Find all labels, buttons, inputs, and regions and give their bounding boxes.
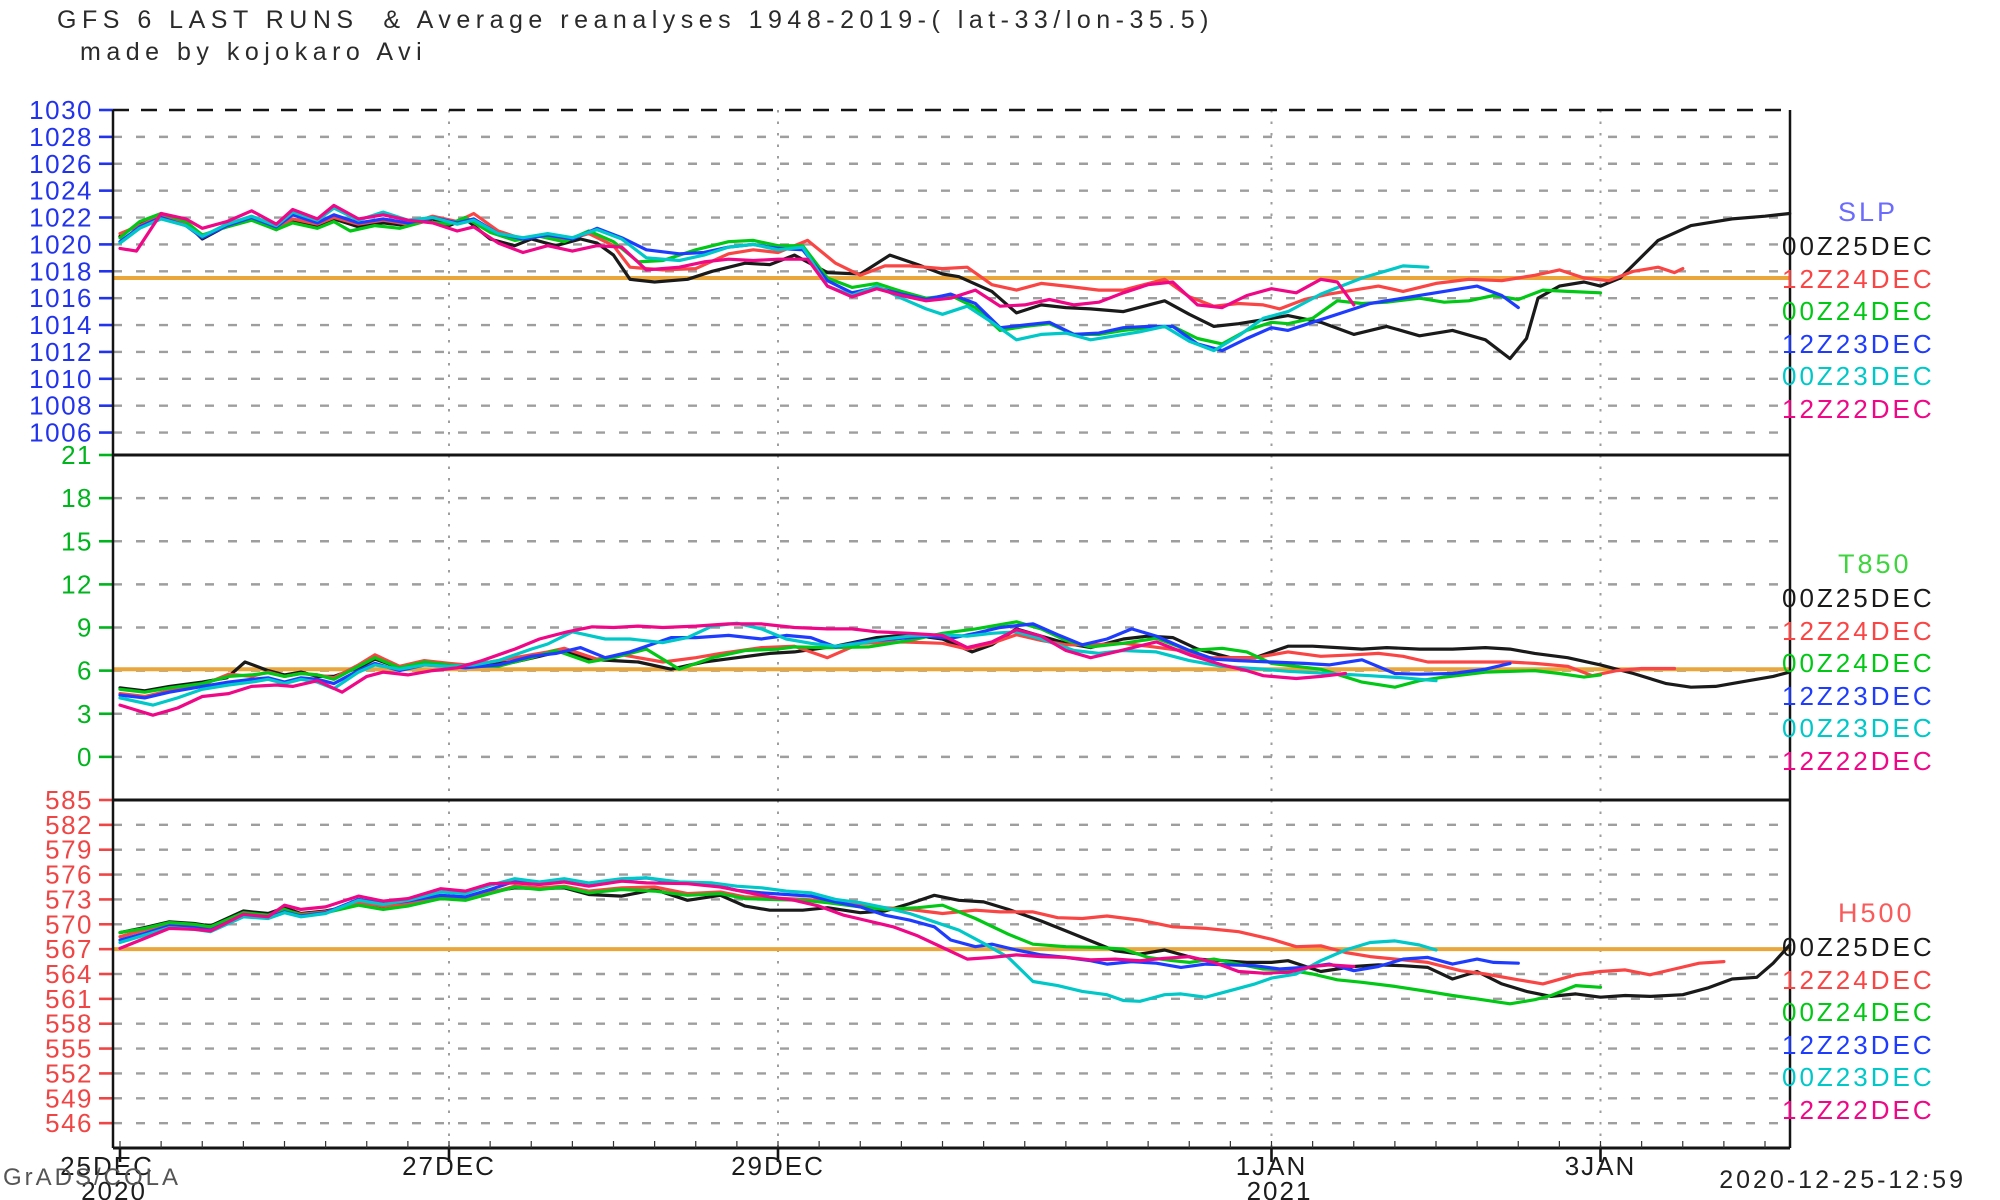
legend-item-slp-00z23dec: 00Z23DEC [1782,361,1935,391]
y-tick-label: 1028 [29,122,93,152]
legend-title-h500: H500 [1838,898,1915,928]
y-tick-label: 21 [61,440,93,470]
y-tick-label: 585 [45,785,93,815]
y-tick-label: 15 [61,526,93,556]
y-tick-label: 1008 [29,391,93,421]
y-tick-label: 558 [45,1009,93,1039]
y-tick-label: 9 [77,613,93,643]
run-line-12z22dec [118,203,1356,310]
legend-item-h500-12z22dec: 12Z22DEC [1782,1094,1935,1125]
y-tick-label: 552 [45,1058,93,1088]
legend-item-h500-12z23dec: 12Z23DEC [1782,1029,1935,1060]
legend-item-h500-12z24dec: 12Z24DEC [1782,964,1935,995]
y-tick-label: 1012 [29,337,93,367]
legend-title-t850: T850 [1838,549,1912,579]
y-tick-label: 555 [45,1034,93,1064]
y-tick-label: 6 [77,656,93,686]
x-tick-label: 3JAN [1565,1151,1637,1181]
x-tick-year-label: 2021 [1247,1176,1313,1200]
y-tick-label: 1014 [29,310,93,340]
y-tick-label: 1006 [29,418,93,448]
legend-item-slp-12z23dec: 12Z23DEC [1782,328,1935,359]
y-tick-label: 582 [45,810,93,840]
timestamp: 2020-12-25-12:59 [1719,1166,1966,1194]
run-line-12z22dec [118,622,1348,717]
run-line-00z25dec [118,211,1792,361]
page-subtitle: made by kojokaro Avi [80,38,428,66]
legend-item-t850-12z23dec: 12Z23DEC [1782,680,1935,711]
run-line-12z23dec [118,213,1520,353]
y-tick-label: 570 [45,909,93,939]
page-title: GFS 6 LAST RUNS & Average reanalyses 194… [57,6,1214,34]
x-tick-label: 25DEC [60,1151,154,1181]
legend-item-h500-00z25dec: 00Z25DEC [1782,932,1935,962]
legend-item-t850-12z24dec: 12Z24DEC [1782,615,1935,646]
legend-item-slp-12z24dec: 12Z24DEC [1782,263,1935,294]
grads-cola-watermark: GrADS/COLA [3,1164,182,1191]
y-tick-label: 1016 [29,283,93,313]
y-tick-label: 1024 [29,176,93,206]
y-tick-label: 579 [45,835,93,865]
legend-item-slp-00z24dec: 00Z24DEC [1782,296,1935,326]
y-tick-label: 576 [45,860,93,890]
y-tick-label: 1022 [29,203,93,233]
run-line-00z23dec [118,876,1438,1003]
run-line-00z24dec [118,211,1603,346]
y-tick-label: 1030 [29,95,93,125]
y-tick-label: 1020 [29,229,93,259]
y-tick-label: 573 [45,884,93,914]
x-tick-label: 29DEC [731,1151,825,1181]
y-tick-label: 1026 [29,149,93,179]
run-line-12z23dec [118,876,1520,973]
x-tick-year-label: 2020 [81,1176,147,1200]
legend-item-t850-00z23dec: 00Z23DEC [1782,713,1935,743]
legend-item-slp-12z22dec: 12Z22DEC [1782,393,1935,424]
legend-item-t850-00z24dec: 00Z24DEC [1782,648,1935,678]
y-tick-label: 564 [45,959,93,989]
run-line-12z24dec [118,211,1685,311]
y-tick-label: 1018 [29,256,93,286]
y-tick-label: 567 [45,934,93,964]
y-tick-label: 1010 [29,364,93,394]
legend-title-slp: SLP [1838,197,1899,227]
y-tick-label: 549 [45,1083,93,1113]
x-tick-label: 27DEC [402,1151,496,1181]
y-tick-label: 18 [61,483,93,513]
legend-item-slp-00z25dec: 00Z25DEC [1782,231,1935,261]
y-tick-label: 12 [61,569,93,599]
y-tick-label: 561 [45,984,93,1014]
run-line-00z24dec [118,620,1603,694]
legend-item-h500-00z23dec: 00Z23DEC [1782,1062,1935,1092]
legend-item-t850-00z25dec: 00Z25DEC [1782,583,1935,613]
y-tick-label: 0 [77,742,93,772]
y-tick-label: 3 [77,699,93,729]
y-tick-label: 546 [45,1108,93,1138]
run-line-12z23dec [118,622,1512,700]
legend-item-t850-12z22dec: 12Z22DEC [1782,745,1935,776]
run-line-12z22dec [118,879,1356,975]
x-tick-label: 1JAN [1236,1151,1308,1181]
legend-item-h500-00z24dec: 00Z24DEC [1782,997,1935,1027]
